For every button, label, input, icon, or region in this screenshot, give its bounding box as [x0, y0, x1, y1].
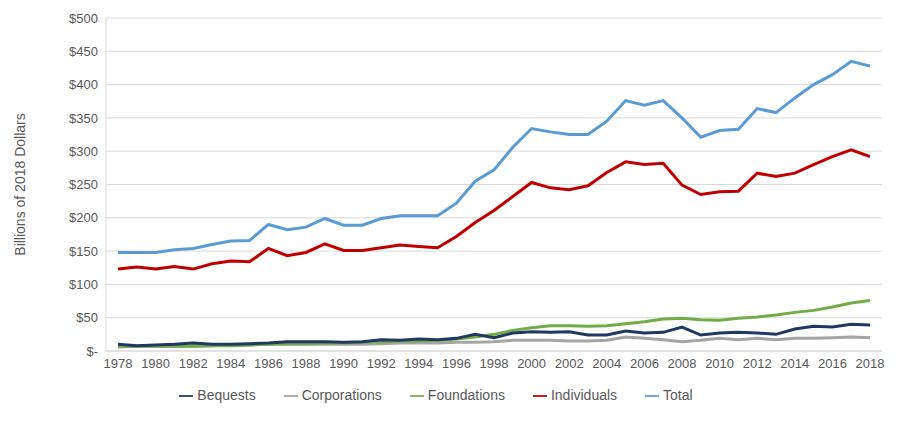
svg-text:1980: 1980 — [141, 356, 170, 371]
html-text:Bequests: Bequests — [197, 387, 256, 403]
svg-text:$250: $250 — [69, 177, 98, 192]
svg-text:1998: 1998 — [480, 356, 509, 371]
html-text:Individuals: Individuals — [550, 387, 618, 403]
html-text:Corporations: Corporations — [301, 387, 382, 403]
svg-text:2010: 2010 — [705, 356, 734, 371]
svg-text:1982: 1982 — [179, 356, 208, 371]
svg-text:2012: 2012 — [743, 356, 772, 371]
svg-text:2004: 2004 — [592, 356, 621, 371]
svg-text:2014: 2014 — [780, 356, 809, 371]
svg-text:$350: $350 — [69, 111, 98, 126]
html-text:Foundations: Foundations — [427, 387, 505, 403]
svg-text:$400: $400 — [69, 77, 98, 92]
svg-text:2006: 2006 — [630, 356, 659, 371]
svg-text:$-: $- — [86, 344, 98, 359]
svg-text:$500: $500 — [69, 11, 98, 26]
svg-text:2002: 2002 — [555, 356, 584, 371]
svg-text:$450: $450 — [69, 44, 98, 59]
svg-text:1994: 1994 — [404, 356, 433, 371]
html-text:Total: Total — [663, 387, 693, 403]
svg-text:2016: 2016 — [818, 356, 847, 371]
svg-text:$100: $100 — [69, 277, 98, 292]
svg-text:2018: 2018 — [856, 356, 885, 371]
svg-text:$50: $50 — [76, 310, 98, 325]
svg-text:Billions of 2018 Dollars: Billions of 2018 Dollars — [12, 113, 28, 255]
svg-text:1992: 1992 — [367, 356, 396, 371]
svg-text:1984: 1984 — [216, 356, 245, 371]
svg-text:1996: 1996 — [442, 356, 471, 371]
svg-text:1978: 1978 — [104, 356, 133, 371]
svg-text:$200: $200 — [69, 210, 98, 225]
svg-text:2000: 2000 — [517, 356, 546, 371]
svg-text:1986: 1986 — [254, 356, 283, 371]
svg-text:2008: 2008 — [668, 356, 697, 371]
svg-text:$150: $150 — [69, 244, 98, 259]
svg-text:1990: 1990 — [329, 356, 358, 371]
svg-text:1988: 1988 — [292, 356, 321, 371]
svg-text:$300: $300 — [69, 144, 98, 159]
